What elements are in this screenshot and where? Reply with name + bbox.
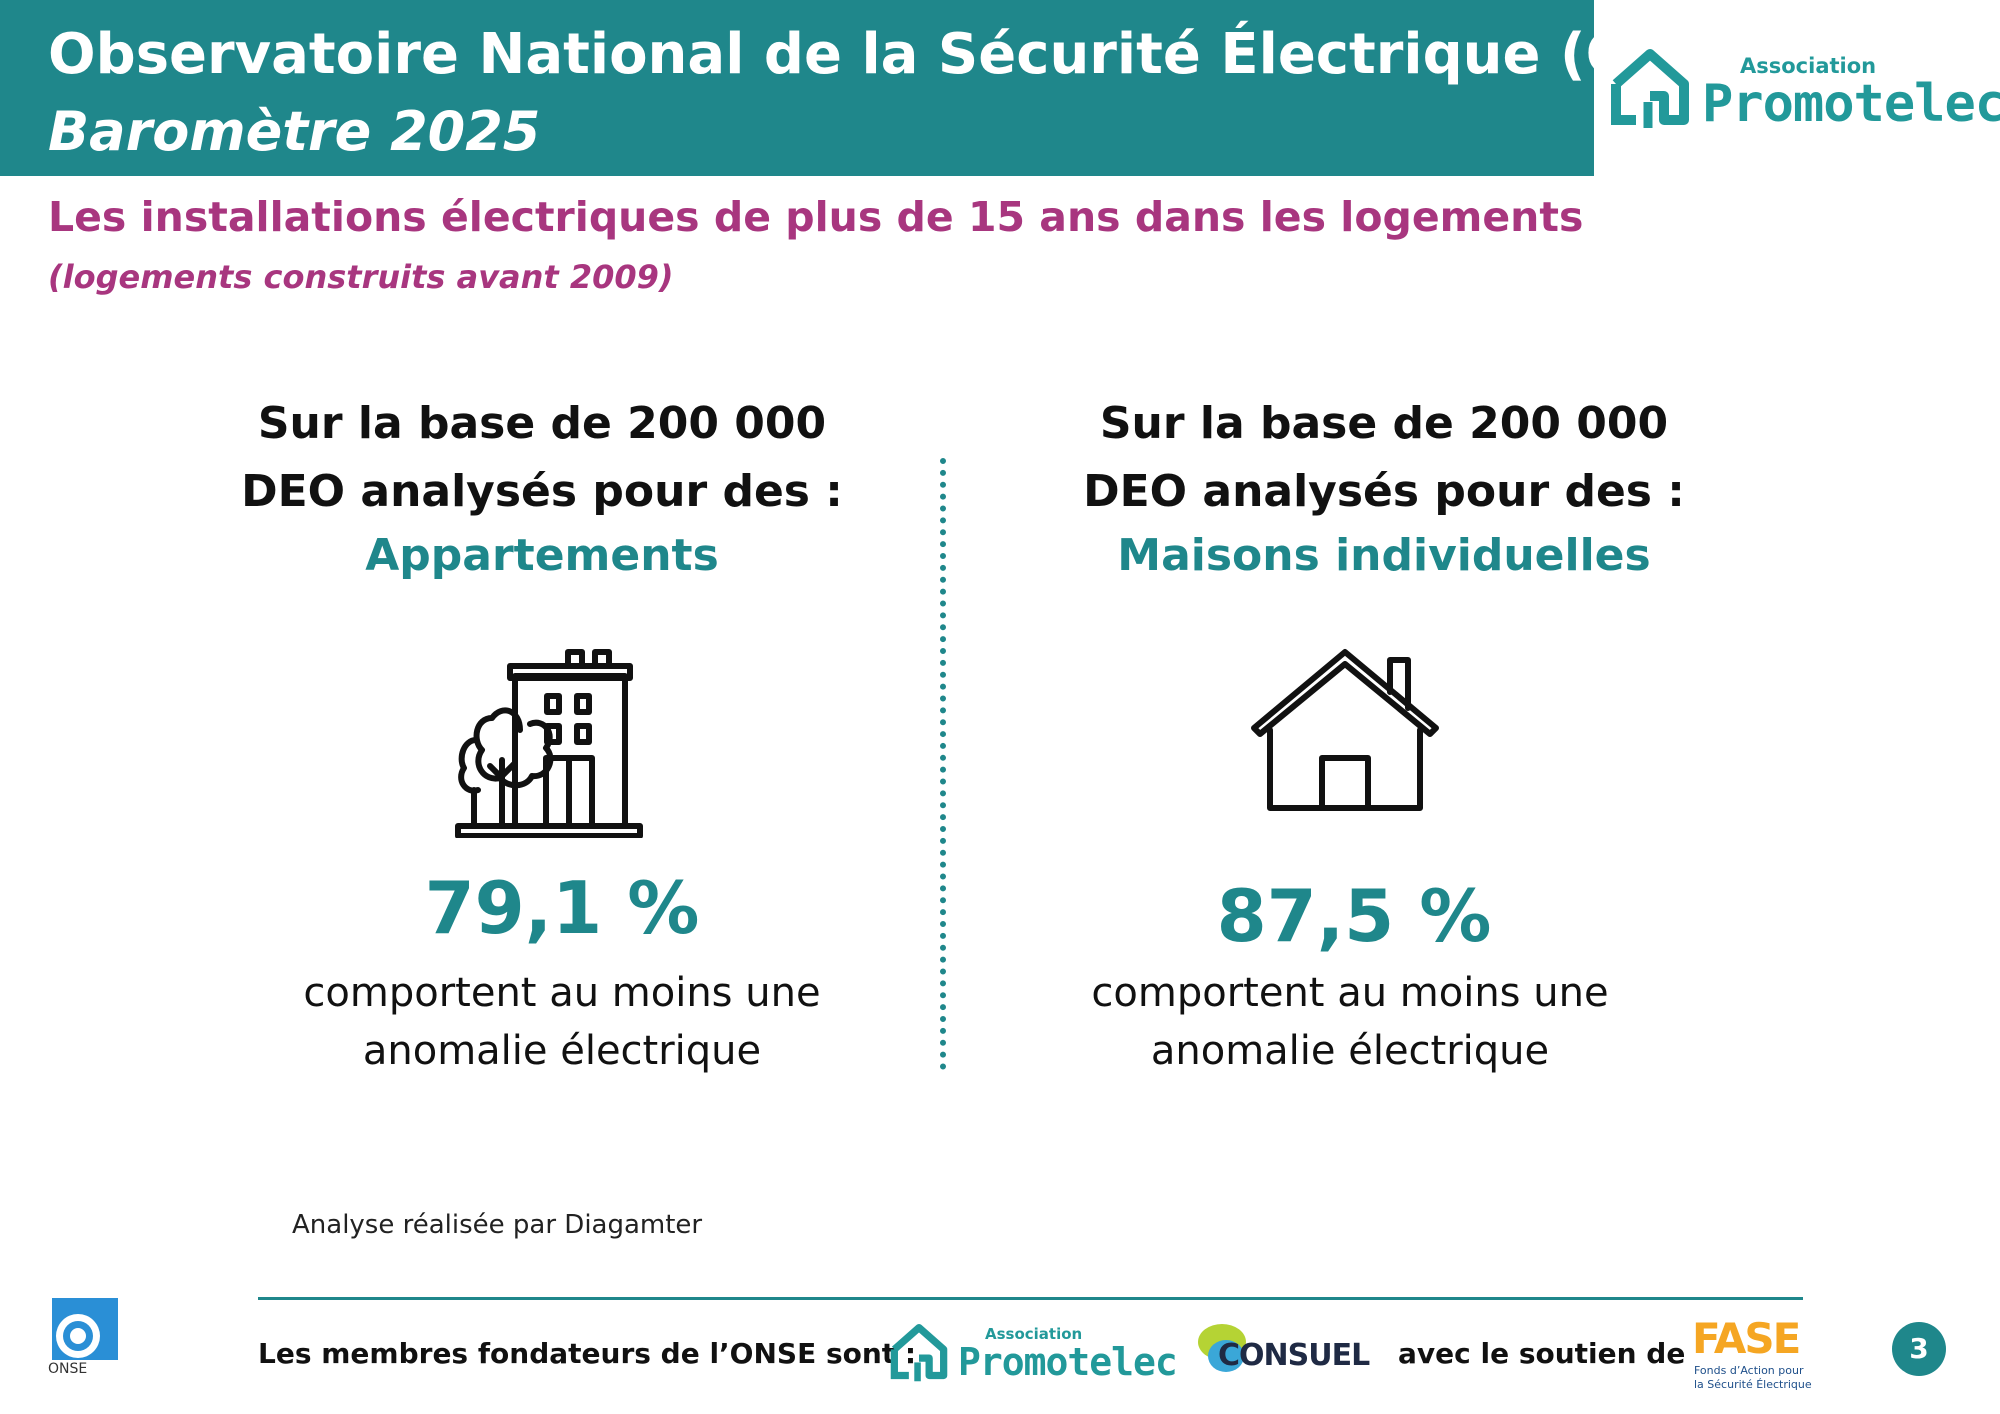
- apartment-building-icon: [450, 648, 650, 842]
- column-divider: [940, 458, 946, 1070]
- section-title: Les installations électriques de plus de…: [48, 193, 1584, 241]
- brand-name: Promotelec: [1702, 74, 2000, 134]
- apartments-category: Appartements: [365, 530, 719, 581]
- house-outline-icon: [890, 1324, 948, 1382]
- footer-promotelec-association: Association: [985, 1325, 1083, 1343]
- section-note: (logements construits avant 2009): [48, 258, 674, 296]
- apartments-desc: comportent au moins une anomalie électri…: [162, 964, 962, 1080]
- houses-desc: comportent au moins une anomalie électri…: [950, 964, 1750, 1080]
- consuel-name: CONSUEL: [1218, 1338, 1370, 1373]
- page-title: Observatoire National de la Sécurité Éle…: [48, 22, 1785, 87]
- page-number-badge: 3: [1892, 1322, 1946, 1376]
- footer-members-text: Les membres fondateurs de l’ONSE sont :: [258, 1337, 917, 1370]
- footer-rule: [258, 1297, 1803, 1300]
- apartments-desc-line1: comportent au moins une: [303, 970, 821, 1016]
- consuel-logo: CONSUEL: [1196, 1320, 1386, 1380]
- apartments-stat: 79,1 %: [424, 866, 700, 950]
- fase-logo: FASE Fonds d’Action pour la Sécurité Éle…: [1692, 1314, 1812, 1399]
- houses-intro-line2: DEO analysés pour des :: [1083, 466, 1685, 517]
- houses-desc-line1: comportent au moins une: [1091, 970, 1609, 1016]
- onse-emblem-icon: [52, 1298, 118, 1360]
- brand-association-label: Association: [1740, 54, 1877, 78]
- promotelec-logo: Association Promotelec: [1610, 44, 2000, 134]
- consuel-swoosh-icon: [1198, 1324, 1246, 1372]
- apartments-desc-line2: anomalie électrique: [362, 1028, 762, 1074]
- houses-category: Maisons individuelles: [1117, 530, 1651, 581]
- fase-name: FASE: [1692, 1314, 1801, 1363]
- onse-logo: [52, 1298, 124, 1378]
- footer-support-text: avec le soutien de: [1398, 1337, 1686, 1370]
- houses-intro-line1: Sur la base de 200 000: [1099, 398, 1669, 449]
- fase-name-text: FASE: [1692, 1314, 1801, 1363]
- apartments-column: Sur la base de 200 000 DEO analysés pour…: [142, 390, 942, 586]
- onse-label: ONSE: [48, 1361, 88, 1377]
- header-band: Observatoire National de la Sécurité Éle…: [0, 0, 1784, 176]
- apartments-intro-line1: Sur la base de 200 000: [257, 398, 827, 449]
- analysis-credit: Analyse réalisée par Diagamter: [292, 1210, 703, 1240]
- houses-stat: 87,5 %: [1216, 874, 1492, 958]
- house-outline-icon: [1611, 49, 1689, 128]
- footer-promotelec-logo: Association Promotelec: [890, 1318, 1180, 1386]
- page-subtitle: Baromètre 2025: [48, 100, 541, 163]
- houses-desc-line2: anomalie électrique: [1150, 1028, 1550, 1074]
- footer-promotelec-name: Promotelec: [958, 1340, 1178, 1384]
- fase-tagline: Fonds d’Action pour la Sécurité Électriq…: [1694, 1364, 1812, 1391]
- houses-column: Sur la base de 200 000 DEO analysés pour…: [984, 390, 1784, 586]
- apartments-intro-line2: DEO analysés pour des :: [241, 466, 843, 517]
- house-icon: [1250, 648, 1440, 822]
